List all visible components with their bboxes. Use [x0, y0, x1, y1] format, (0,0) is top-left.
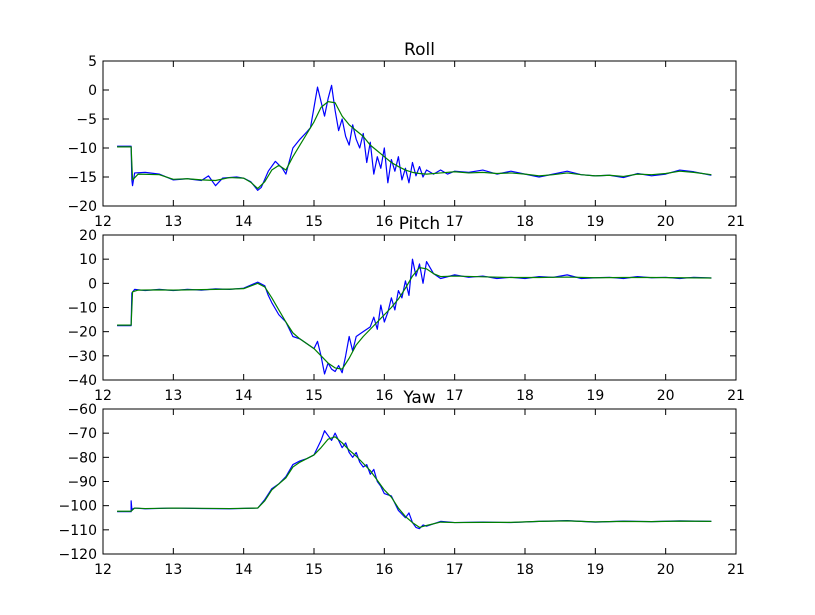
pitch-y-tick-label: 10	[79, 252, 97, 268]
roll-axes-frame	[102, 60, 737, 207]
pitch-y-tick-label: 0	[88, 276, 97, 292]
yaw-y-tick-label: −110	[59, 523, 97, 539]
yaw-x-tick-label: 13	[164, 562, 182, 578]
yaw-y-tick-label: −120	[59, 547, 97, 563]
yaw-y-tick-label: −90	[67, 475, 97, 491]
roll-subplot: 12 13 14 15 16 17 18 19 20 21 5 0 −5 −10 −15 −20 Roll	[67, 40, 744, 230]
yaw-series-filtered-line	[117, 436, 712, 529]
pitch-y-tick-label: −40	[67, 373, 97, 389]
roll-y-tick-label: −10	[67, 141, 97, 157]
yaw-y-tick-label: −60	[67, 402, 97, 418]
yaw-y-tick-label: −100	[59, 499, 97, 515]
yaw-y-tick-label: −80	[67, 450, 97, 466]
roll-y-tick-label: 5	[88, 54, 97, 70]
pitch-y-tick-label: 20	[79, 228, 97, 244]
pitch-x-tick-label: 18	[516, 388, 534, 404]
yaw-x-tick-label: 18	[516, 562, 534, 578]
roll-y-tick-label: 0	[88, 83, 97, 99]
roll-x-tick-label: 21	[727, 214, 745, 230]
pitch-y-tick-label: −10	[67, 301, 97, 317]
yaw-title: Yaw	[402, 388, 435, 408]
roll-y-tick-label: −5	[76, 112, 97, 128]
pitch-x-tick-label: 14	[235, 388, 253, 404]
roll-x-tick-label: 15	[305, 214, 323, 230]
pitch-x-tick-label: 16	[375, 388, 393, 404]
yaw-series-raw-line	[117, 430, 712, 530]
yaw-x-tick-label: 21	[727, 562, 745, 578]
pitch-axes-frame	[102, 234, 737, 381]
yaw-y-tick-label: −70	[67, 426, 97, 442]
yaw-axes-frame	[102, 408, 737, 555]
pitch-x-tick-label: 21	[727, 388, 745, 404]
pitch-subplot: 12 13 14 15 16 17 18 19 20 21 20 10 0 −10 −20 −30 −40 Pit…	[67, 214, 744, 404]
yaw-x-tick-label: 20	[657, 562, 675, 578]
roll-x-tick-label: 17	[446, 214, 464, 230]
pitch-x-tick-label: 17	[446, 388, 464, 404]
roll-x-tick-label: 16	[375, 214, 393, 230]
pitch-y-tick-label: −30	[67, 349, 97, 365]
yaw-x-tick-label: 15	[305, 562, 323, 578]
yaw-x-tick-label: 16	[375, 562, 393, 578]
roll-x-tick-label: 14	[235, 214, 253, 230]
roll-x-tick-label: 13	[164, 214, 182, 230]
yaw-subplot: 12 13 14 15 16 17 18 19 20 21 −60 −70 −80 −90 −100 −110…	[59, 388, 745, 578]
pitch-x-tick-label: 12	[94, 388, 112, 404]
yaw-x-tick-label: 12	[94, 562, 112, 578]
pitch-y-tick-label: −20	[67, 325, 97, 341]
pitch-x-tick-label: 15	[305, 388, 323, 404]
roll-y-tick-label: −15	[67, 170, 97, 186]
pitch-x-tick-label: 20	[657, 388, 675, 404]
yaw-x-tick-label: 17	[446, 562, 464, 578]
roll-x-tick-label: 20	[657, 214, 675, 230]
pitch-x-tick-label: 19	[586, 388, 604, 404]
roll-series-raw-line	[117, 84, 712, 191]
pitch-series-filtered-line	[117, 267, 712, 370]
pitch-series-raw-line	[117, 258, 712, 375]
pitch-title: Pitch	[399, 214, 440, 234]
roll-title: Roll	[404, 40, 435, 60]
roll-series-filtered-line	[117, 101, 712, 190]
pitch-x-tick-label: 13	[164, 388, 182, 404]
roll-y-tick-label: −20	[67, 199, 97, 215]
roll-x-tick-label: 12	[94, 214, 112, 230]
roll-x-tick-label: 19	[586, 214, 604, 230]
yaw-x-tick-label: 14	[235, 562, 253, 578]
roll-x-tick-label: 18	[516, 214, 534, 230]
yaw-x-tick-label: 19	[586, 562, 604, 578]
